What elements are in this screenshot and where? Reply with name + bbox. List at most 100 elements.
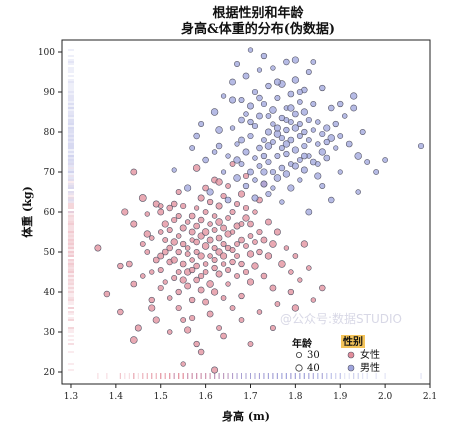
y-rug-layer [67, 49, 74, 371]
data-point-female [121, 208, 129, 216]
data-point-male [233, 156, 241, 164]
data-point-male [323, 124, 331, 132]
data-point-male [305, 137, 312, 143]
data-point-male [291, 124, 299, 132]
data-point-female [188, 212, 196, 220]
data-point-male [328, 104, 335, 112]
data-point-female [246, 250, 255, 258]
data-point-female [193, 262, 200, 270]
data-point-male [297, 177, 303, 183]
data-point-male [184, 184, 192, 192]
data-point-female [242, 214, 250, 222]
data-point-male [265, 113, 272, 119]
data-point-male [225, 153, 231, 159]
data-point-male [350, 104, 358, 112]
data-point-male [260, 52, 268, 60]
data-point-male [310, 59, 317, 65]
data-point-male [247, 118, 254, 126]
data-point-male [296, 88, 303, 96]
data-point-male [247, 47, 254, 53]
data-point-female [207, 253, 213, 259]
data-point-female [152, 256, 160, 264]
data-point-female [193, 340, 200, 348]
x-tick-label: 2.1 [423, 392, 437, 402]
data-point-female [166, 204, 173, 212]
y-axis-ticks: 20 30 40 50 60 70 80 90 100 [38, 48, 62, 378]
data-point-female [220, 332, 227, 340]
x-tick-label: 1.7 [243, 392, 258, 402]
data-point-female [319, 284, 326, 292]
data-point-female [220, 252, 228, 260]
data-point-male [220, 93, 227, 99]
data-point-female [175, 304, 182, 312]
data-point-female [144, 211, 150, 217]
data-point-female [234, 253, 240, 259]
chart-title-line-1: 根据性别和年龄 [212, 5, 304, 21]
data-point-female [117, 262, 124, 270]
data-point-female [201, 228, 210, 236]
legend-hue-title: 性别 [342, 335, 363, 348]
y-tick-label: 80 [44, 128, 56, 138]
data-point-female [184, 282, 192, 290]
data-point-male [287, 184, 295, 192]
data-point-female [247, 220, 254, 228]
data-point-female [265, 218, 272, 226]
data-point-female [138, 194, 147, 202]
data-point-male [315, 119, 321, 125]
data-point-female [170, 238, 178, 246]
data-point-male [264, 142, 273, 150]
data-point-female [193, 238, 200, 246]
data-point-female [306, 265, 312, 271]
data-point-female [225, 281, 231, 287]
x-tick-label: 1.4 [109, 392, 124, 402]
data-point-female [229, 247, 236, 253]
data-point-female [278, 260, 286, 268]
data-point-female [162, 279, 168, 285]
x-tick-label: 1.9 [333, 392, 348, 402]
data-point-female [202, 261, 209, 267]
chart-title-line-2: 身高&体重的分布(伪数据) [181, 21, 335, 37]
data-point-female [256, 248, 263, 256]
data-point-female [189, 314, 196, 322]
data-point-male [318, 148, 326, 156]
data-point-male [274, 95, 281, 101]
data-point-female [211, 245, 218, 251]
data-point-female [211, 257, 218, 263]
data-point-male [319, 183, 326, 189]
data-point-female [161, 248, 169, 256]
data-point-male [251, 88, 259, 96]
data-point-male [251, 194, 259, 202]
data-point-female [297, 277, 303, 283]
y-tick-label: 50 [44, 248, 56, 258]
data-point-male [265, 158, 272, 166]
data-point-male [323, 138, 330, 146]
data-point-female [216, 325, 222, 331]
data-point-female [175, 248, 182, 256]
data-point-female [229, 305, 236, 311]
data-point-female [175, 189, 182, 195]
data-point-male [328, 196, 335, 204]
data-point-male [301, 128, 308, 136]
data-point-male [220, 169, 227, 175]
data-point-female [251, 262, 259, 270]
data-point-female [206, 198, 214, 206]
data-point-male [210, 108, 219, 116]
data-point-female [166, 295, 173, 301]
x-tick-label: 1.8 [288, 392, 303, 402]
data-point-female [207, 221, 213, 227]
data-point-female [188, 228, 196, 236]
data-point-female [166, 329, 173, 335]
data-point-female [144, 249, 151, 255]
data-point-male [269, 106, 277, 114]
data-point-female [238, 260, 245, 268]
data-point-female [211, 366, 219, 374]
data-point-male [305, 208, 313, 216]
legend-size-label-40: 40 [307, 363, 320, 374]
data-point-male [261, 137, 267, 143]
data-point-male [260, 168, 268, 176]
data-point-female [140, 273, 146, 279]
data-point-male [243, 111, 249, 117]
data-point-female [202, 298, 209, 306]
data-point-female [215, 218, 223, 226]
data-point-female [197, 216, 205, 224]
